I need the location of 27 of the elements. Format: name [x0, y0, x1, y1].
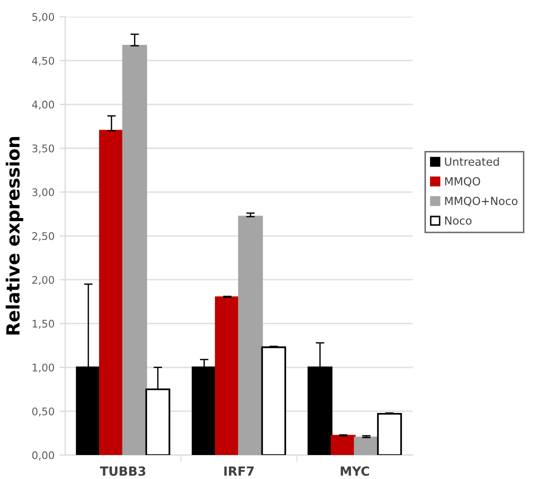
y-tick-label: 2,50	[32, 232, 54, 242]
x-tick-label: MYC	[340, 466, 370, 476]
y-tick-label: 1,00	[32, 364, 54, 373]
bar	[214, 296, 240, 456]
legend-label: Untreated	[445, 157, 499, 166]
y-tick-label: 2,00	[32, 276, 54, 285]
y-tick-label: 3,50	[32, 144, 54, 154]
y-tick-label: 4,00	[32, 100, 54, 110]
legend-label: Noco	[445, 216, 472, 225]
y-axis-title: Relative expression	[6, 137, 24, 335]
bar	[330, 434, 356, 456]
y-tick-label: 0,50	[32, 407, 54, 416]
x-tick-label: IRF7	[224, 466, 254, 476]
y-tick-label: 4,50	[32, 56, 54, 66]
x-tick-label: TUBB3	[100, 466, 146, 476]
bar	[261, 346, 286, 456]
bar	[238, 216, 263, 456]
legend-label: MMQO+Noco	[445, 196, 518, 206]
y-tick-label: 5,00	[32, 12, 54, 22]
bar	[122, 44, 148, 456]
y-tick-label: 0,00	[32, 451, 54, 460]
bar	[99, 130, 124, 456]
legend-label: MMQO	[445, 177, 480, 187]
y-tick-label: 1,50	[32, 320, 54, 329]
y-tick-label: 3,00	[32, 188, 54, 198]
bar	[354, 436, 379, 456]
bar	[377, 413, 402, 456]
